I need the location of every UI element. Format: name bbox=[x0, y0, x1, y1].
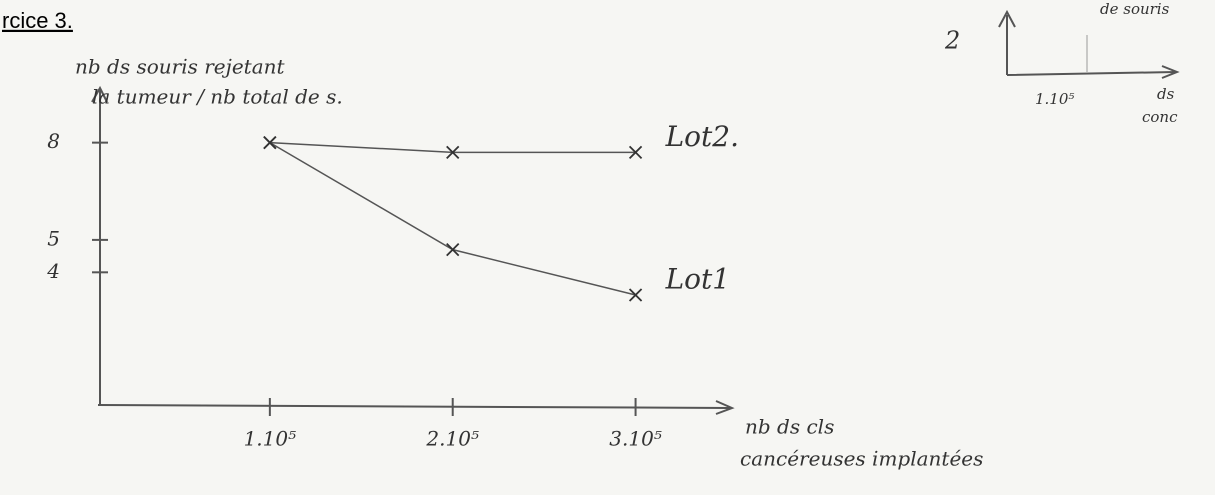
x-tick-label: 2.10⁵ bbox=[425, 427, 479, 451]
y-axis-label: nb ds souris rejetant bbox=[75, 55, 286, 79]
x-axis bbox=[97, 400, 735, 415]
x-axis-label: nb ds cls bbox=[745, 415, 834, 439]
point-marker bbox=[263, 135, 277, 150]
y-tick-label: 8 bbox=[47, 129, 60, 153]
series-label: Lot2. bbox=[665, 120, 739, 153]
point-marker bbox=[628, 288, 643, 302]
series-label: Lot1 bbox=[665, 263, 731, 296]
inset-annotation: ds bbox=[1157, 85, 1175, 103]
y-tick-label: 4 bbox=[46, 259, 60, 283]
inset-annotation: de souris bbox=[1100, 0, 1170, 18]
x-tick-label: 3.10⁵ bbox=[609, 427, 662, 451]
inset-annotation: 1.10⁵ bbox=[1035, 90, 1074, 108]
inset-annotation: 2 bbox=[944, 27, 960, 55]
point-marker bbox=[446, 242, 460, 257]
inset-axes bbox=[998, 9, 1180, 79]
point-marker bbox=[446, 145, 460, 159]
y-axis-label: la tumeur / nb total de s. bbox=[92, 85, 343, 109]
chart-title: rcice 3. bbox=[2, 8, 73, 33]
inset-annotation: conc bbox=[1142, 108, 1178, 126]
x-axis-label: cancéreuses implantées bbox=[740, 447, 983, 471]
x-tick-label: 1.10⁵ bbox=[244, 427, 297, 451]
y-tick-label: 5 bbox=[47, 226, 60, 250]
point-marker bbox=[628, 145, 643, 159]
